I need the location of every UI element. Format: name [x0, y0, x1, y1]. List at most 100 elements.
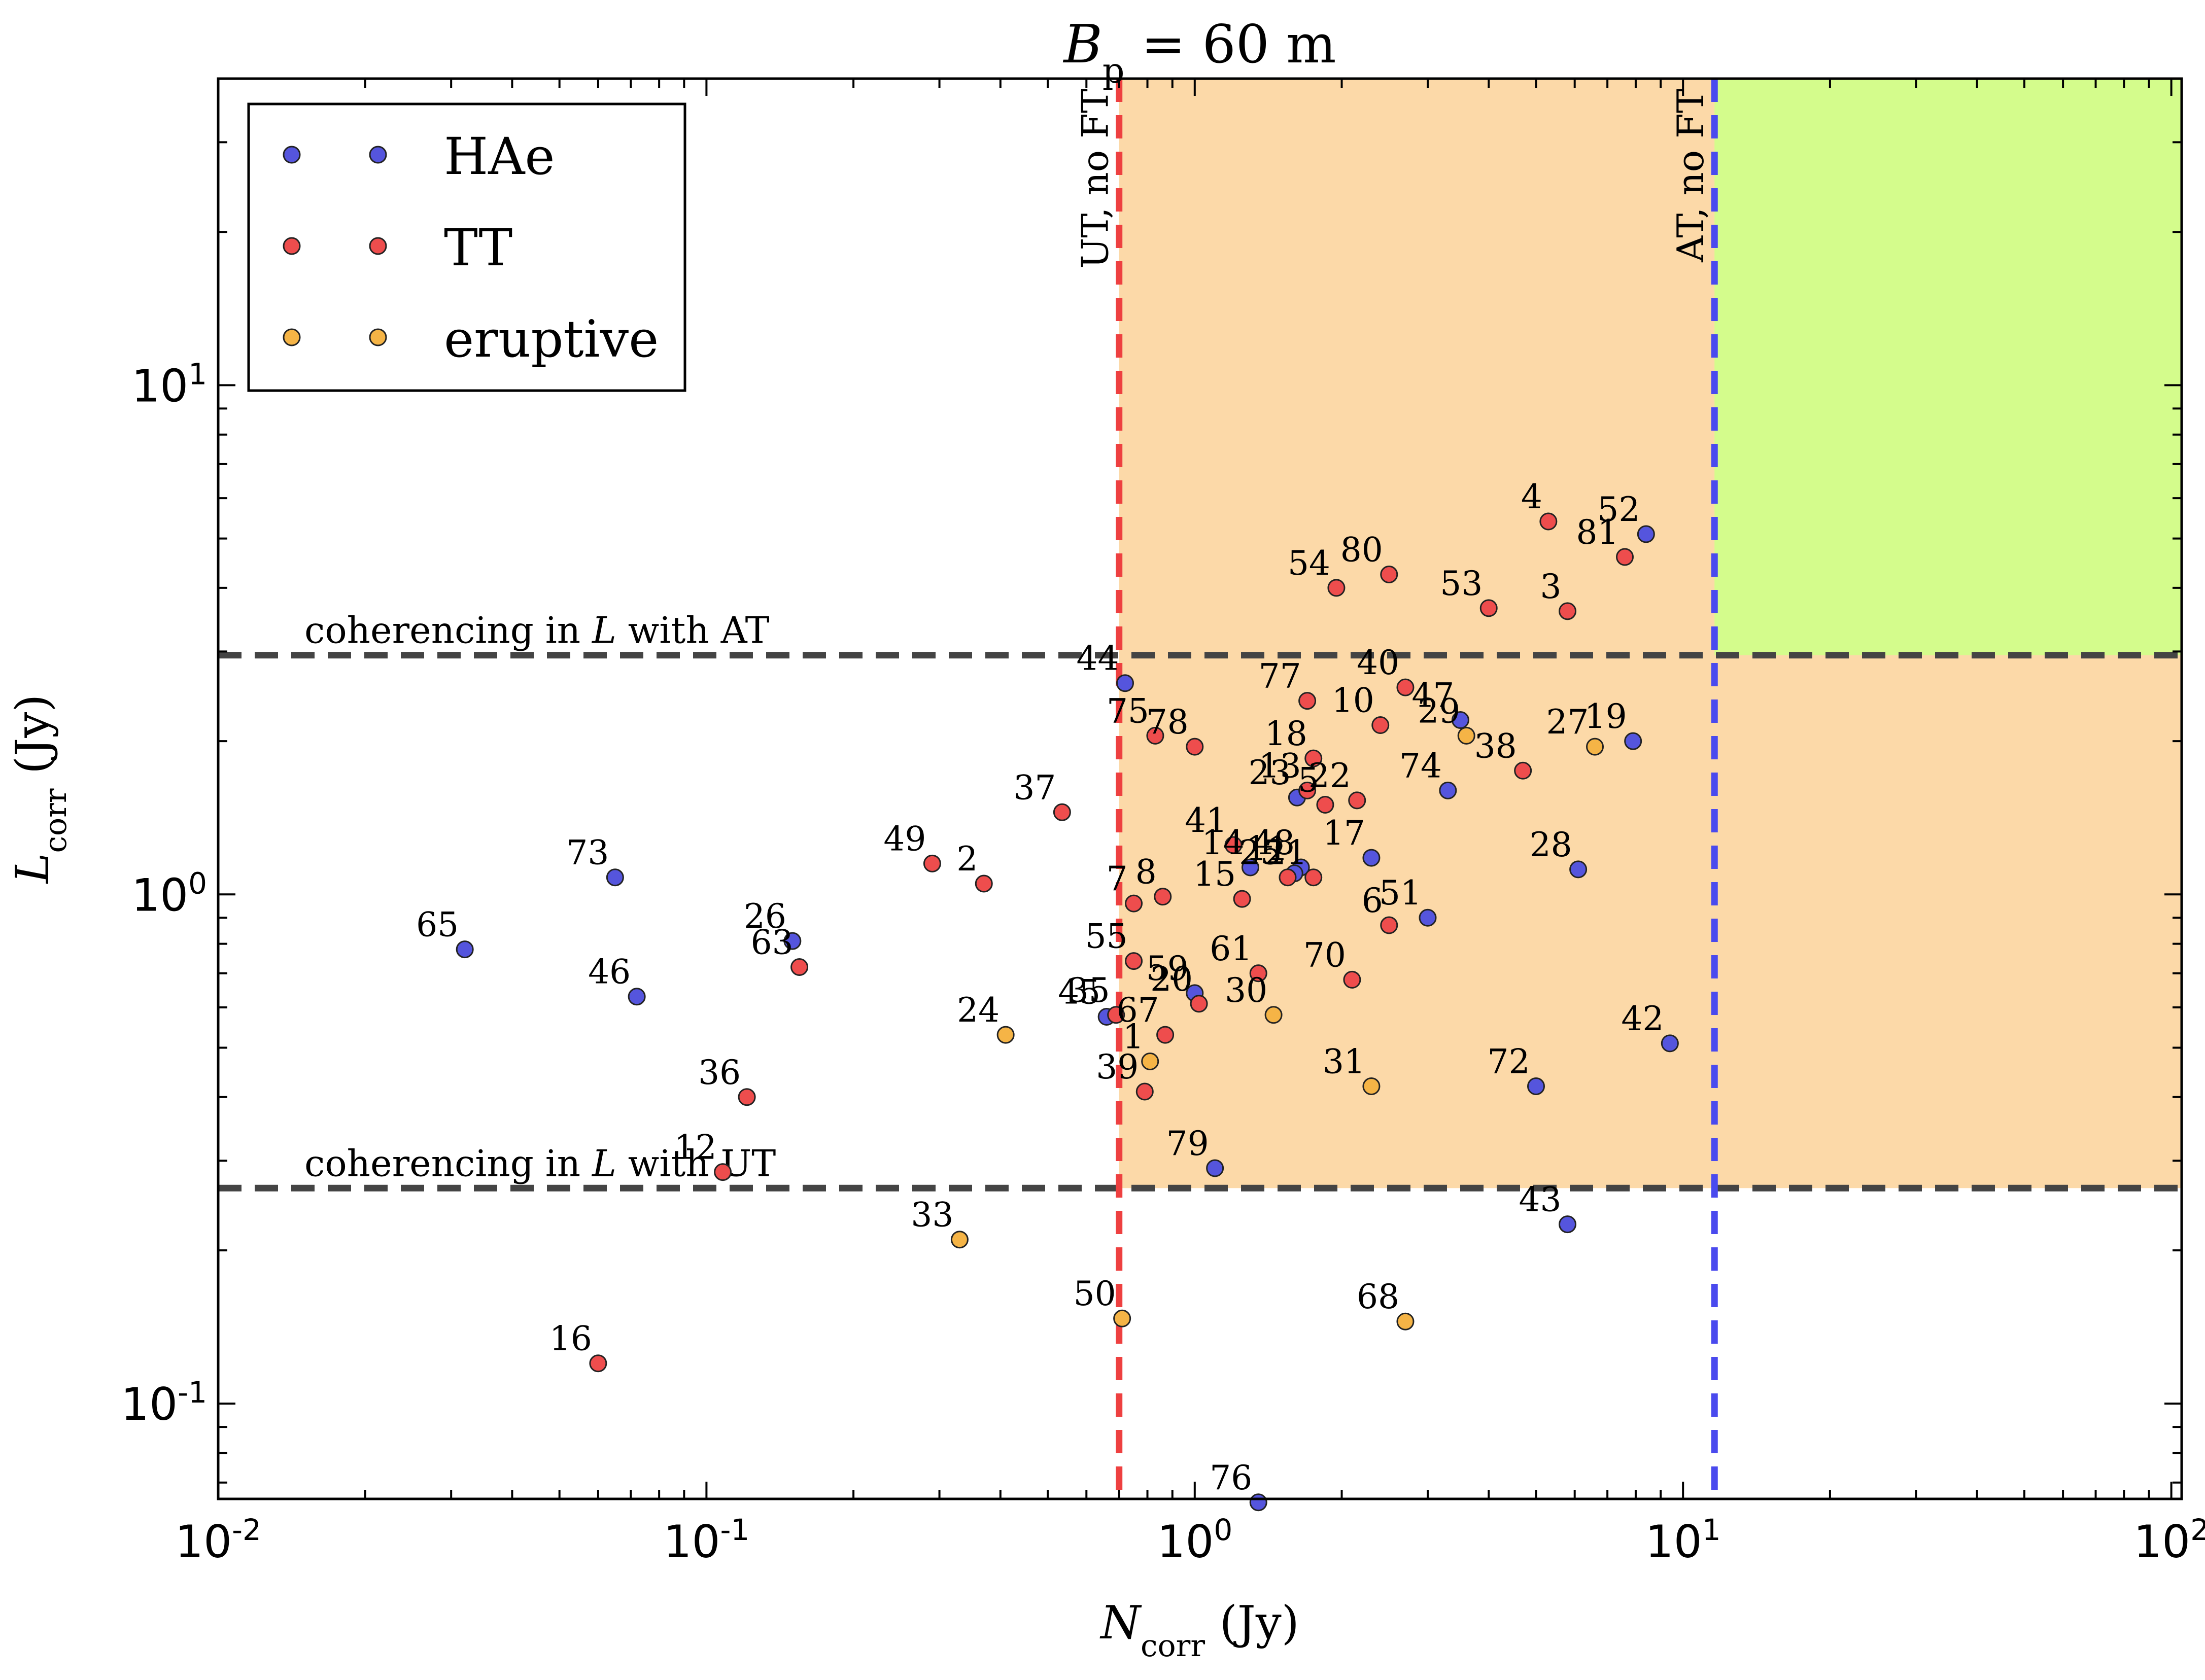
- green-region-at: [1714, 79, 2182, 655]
- data-point-55: [1125, 952, 1143, 970]
- legend-entries: HAe TT eruptive: [283, 127, 659, 369]
- data-point-79: [1206, 1159, 1224, 1177]
- data-point-63: [790, 958, 809, 976]
- data-point-label-48: 48: [1252, 823, 1295, 862]
- data-point-19: [1624, 732, 1642, 750]
- data-point-73: [606, 868, 624, 887]
- data-point-10: [1371, 716, 1390, 734]
- y-tick-label: 100: [131, 866, 207, 921]
- data-point-75: [1146, 726, 1164, 745]
- data-point-label-51: 51: [1379, 873, 1422, 913]
- data-point-label-59: 59: [1146, 949, 1189, 988]
- data-point-8: [1154, 888, 1172, 906]
- legend-marker-hae: [283, 146, 301, 164]
- data-point-6: [1380, 916, 1398, 934]
- data-point-27: [1586, 738, 1604, 756]
- data-point-label-36: 36: [698, 1053, 741, 1092]
- x-tick-label: 101: [1645, 1513, 1721, 1568]
- data-point-17: [1362, 849, 1381, 867]
- data-point-38: [1514, 761, 1532, 780]
- data-point-74: [1439, 781, 1457, 799]
- coherencing-at-label: coherencing in L with AT: [304, 609, 770, 652]
- data-point-label-43: 43: [1519, 1180, 1562, 1219]
- chart-title: Bp = 60 m: [1062, 13, 1336, 91]
- legend-label-hae: HAe: [444, 127, 555, 186]
- data-point-label-61: 61: [1210, 929, 1252, 968]
- data-point-31: [1362, 1077, 1381, 1096]
- data-point-label-5: 5: [1298, 761, 1319, 800]
- data-point-label-22: 22: [1308, 756, 1351, 795]
- data-point-39: [1135, 1082, 1154, 1101]
- data-point-61: [1249, 964, 1267, 983]
- data-point-54: [1327, 579, 1346, 597]
- data-point-label-45: 45: [1058, 973, 1100, 1012]
- data-point-label-76: 76: [1210, 1458, 1252, 1497]
- data-point-67: [1156, 1026, 1175, 1044]
- data-point-22: [1348, 791, 1366, 810]
- data-point-label-49: 49: [883, 819, 926, 858]
- data-point-label-6: 6: [1362, 881, 1383, 920]
- legend-label-tt: TT: [444, 218, 512, 277]
- data-point-label-31: 31: [1323, 1042, 1365, 1081]
- data-point-label-30: 30: [1225, 971, 1267, 1010]
- x-axis-label: Ncorr (Jy): [1099, 1596, 1299, 1664]
- data-point-label-26: 26: [744, 897, 786, 936]
- y-axis-label: Lcorr (Jy): [6, 694, 74, 885]
- legend-marker-eruptive: [283, 328, 301, 346]
- data-point-label-75: 75: [1107, 691, 1149, 730]
- data-point-label-67: 67: [1117, 991, 1159, 1030]
- data-point-label-72: 72: [1488, 1042, 1530, 1081]
- ut-no-ft-label: UT, no FT: [1074, 89, 1117, 268]
- plot-frame: [217, 77, 2183, 1500]
- data-point-label-14: 14: [1201, 823, 1244, 862]
- data-point-35: [1107, 1006, 1125, 1024]
- data-point-3: [1559, 602, 1577, 620]
- data-point-16: [589, 1354, 607, 1373]
- data-point-81: [1616, 548, 1634, 566]
- data-point-label-52: 52: [1597, 490, 1640, 529]
- data-point-label-40: 40: [1357, 643, 1399, 682]
- legend-label-eruptive: eruptive: [444, 309, 659, 369]
- data-point-25: [1279, 868, 1297, 887]
- data-point-label-19: 19: [1584, 697, 1627, 736]
- data-point-label-54: 54: [1288, 544, 1330, 583]
- data-point-65: [456, 940, 474, 959]
- axis-ticks: [217, 78, 2182, 1499]
- data-point-37: [1053, 803, 1071, 821]
- data-point-5: [1316, 796, 1334, 814]
- legend-marker-hae: [369, 146, 387, 164]
- data-point-label-65: 65: [416, 905, 459, 944]
- data-point-30: [1264, 1006, 1283, 1024]
- data-point-13: [1298, 781, 1317, 799]
- data-point-12: [714, 1163, 732, 1181]
- data-point-label-27: 27: [1546, 703, 1589, 742]
- data-point-14: [1241, 858, 1259, 877]
- data-point-24: [996, 1026, 1015, 1044]
- data-point-7: [1125, 894, 1143, 913]
- data-point-label-37: 37: [1013, 768, 1056, 807]
- data-point-33: [950, 1231, 969, 1249]
- data-point-label-53: 53: [1440, 564, 1483, 603]
- x-tick-label: 100: [1157, 1513, 1232, 1568]
- data-point-label-33: 33: [911, 1196, 953, 1235]
- legend-marker-tt: [283, 237, 301, 255]
- data-point-label-81: 81: [1576, 513, 1619, 552]
- data-point-78: [1186, 738, 1204, 756]
- data-point-label-50: 50: [1074, 1274, 1116, 1313]
- at-no-ft-label: AT, no FT: [1669, 89, 1712, 263]
- data-point-label-35: 35: [1067, 971, 1110, 1010]
- data-point-51: [1419, 908, 1437, 927]
- data-point-4: [1539, 512, 1558, 531]
- coherencing-ut-label: coherencing in L with UT: [304, 1142, 776, 1184]
- data-point-26: [783, 932, 802, 950]
- data-point-label-63: 63: [751, 923, 794, 962]
- legend: HAe TT eruptive: [247, 102, 686, 392]
- data-point-label-42: 42: [1621, 999, 1664, 1038]
- data-point-label-2: 2: [956, 839, 978, 879]
- data-points: [456, 512, 1679, 1512]
- data-point-47: [1451, 711, 1469, 729]
- data-point-label-80: 80: [1340, 530, 1383, 569]
